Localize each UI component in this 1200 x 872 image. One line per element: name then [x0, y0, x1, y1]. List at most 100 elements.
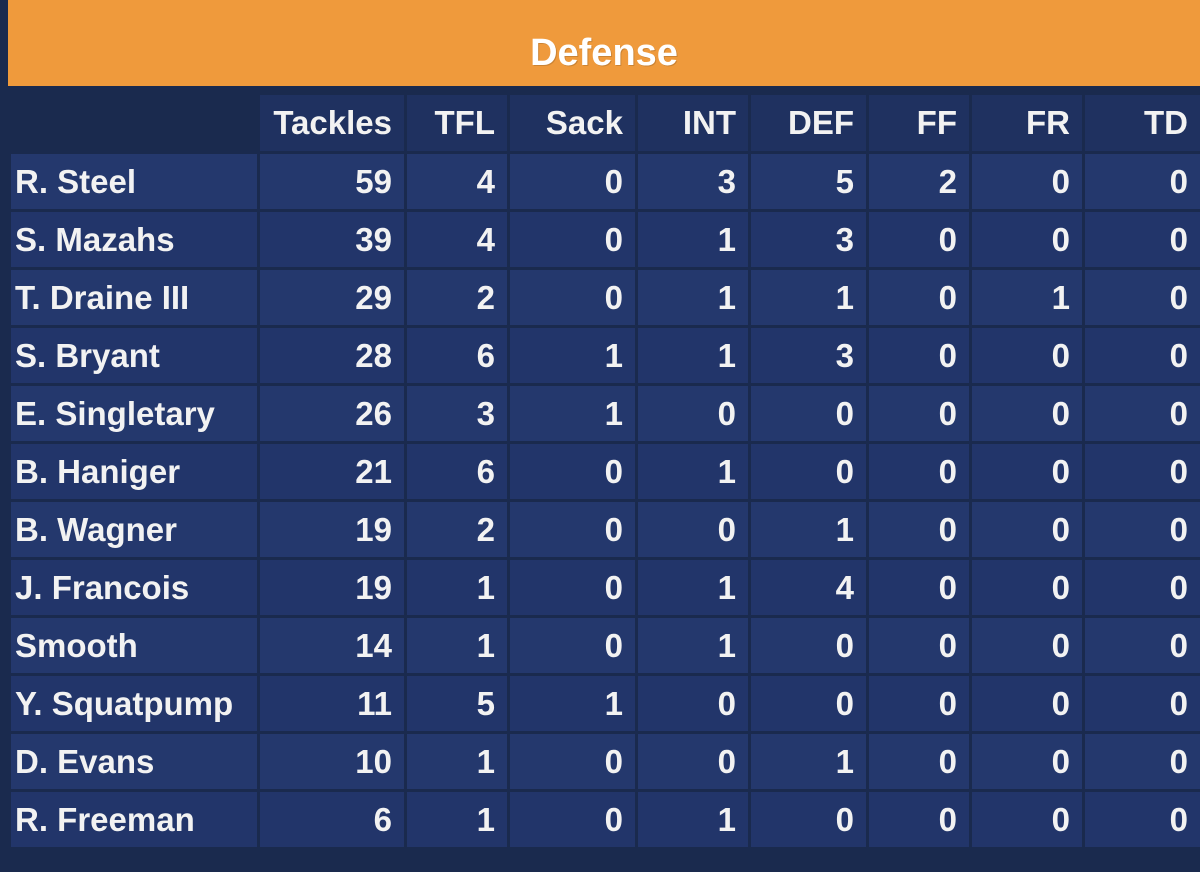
stat-cell-fr: 0 [972, 502, 1082, 557]
stat-cell-tfl: 6 [407, 444, 507, 499]
stat-cell-fr: 0 [972, 792, 1082, 847]
stat-cell-ff: 0 [869, 386, 969, 441]
player-name: B. Wagner [11, 502, 257, 557]
stat-cell-tackles: 14 [260, 618, 404, 673]
stat-cell-sack: 0 [510, 618, 635, 673]
stat-cell-int: 0 [638, 386, 748, 441]
stat-cell-sack: 0 [510, 734, 635, 789]
stat-cell-def: 1 [751, 734, 866, 789]
stat-cell-ff: 2 [869, 154, 969, 209]
player-name: R. Steel [11, 154, 257, 209]
stat-cell-def: 0 [751, 676, 866, 731]
stat-cell-sack: 0 [510, 270, 635, 325]
stat-cell-fr: 0 [972, 386, 1082, 441]
stat-cell-def: 0 [751, 618, 866, 673]
stat-cell-fr: 0 [972, 734, 1082, 789]
stat-cell-int: 0 [638, 502, 748, 557]
stat-cell-td: 0 [1085, 676, 1200, 731]
stat-cell-fr: 0 [972, 154, 1082, 209]
stat-cell-tackles: 19 [260, 560, 404, 615]
stat-cell-tackles: 59 [260, 154, 404, 209]
column-header-tfl: TFL [407, 95, 507, 151]
player-name: E. Singletary [11, 386, 257, 441]
stat-cell-fr: 0 [972, 444, 1082, 499]
stat-cell-int: 1 [638, 560, 748, 615]
stat-cell-def: 0 [751, 792, 866, 847]
stat-cell-fr: 0 [972, 328, 1082, 383]
stat-cell-fr: 0 [972, 676, 1082, 731]
table-row: Y. Squatpump 11 5 1 0 0 0 0 0 [11, 676, 1200, 731]
stat-cell-td: 0 [1085, 386, 1200, 441]
player-name: J. Francois [11, 560, 257, 615]
stat-cell-tfl: 4 [407, 154, 507, 209]
header-corner [11, 95, 257, 151]
stat-cell-td: 0 [1085, 154, 1200, 209]
stat-cell-tackles: 26 [260, 386, 404, 441]
header-row: Tackles TFL Sack INT DEF FF FR TD [11, 95, 1200, 151]
stat-cell-int: 0 [638, 734, 748, 789]
stat-cell-int: 1 [638, 212, 748, 267]
stat-cell-td: 0 [1085, 502, 1200, 557]
stat-cell-td: 0 [1085, 444, 1200, 499]
stat-cell-sack: 0 [510, 792, 635, 847]
table-row: E. Singletary 26 3 1 0 0 0 0 0 [11, 386, 1200, 441]
table-row: D. Evans 10 1 0 0 1 0 0 0 [11, 734, 1200, 789]
table-row: T. Draine III 29 2 0 1 1 0 1 0 [11, 270, 1200, 325]
stat-cell-sack: 0 [510, 154, 635, 209]
column-header-int: INT [638, 95, 748, 151]
stat-cell-tackles: 29 [260, 270, 404, 325]
title-bar: Defense [8, 0, 1200, 86]
table-row: S. Bryant 28 6 1 1 3 0 0 0 [11, 328, 1200, 383]
stat-cell-ff: 0 [869, 792, 969, 847]
stat-cell-sack: 0 [510, 444, 635, 499]
table-title: Defense [530, 31, 678, 74]
stat-cell-int: 1 [638, 792, 748, 847]
stat-cell-sack: 1 [510, 676, 635, 731]
stat-cell-fr: 0 [972, 618, 1082, 673]
column-header-tackles: Tackles [260, 95, 404, 151]
stat-cell-def: 3 [751, 212, 866, 267]
stat-cell-tackles: 21 [260, 444, 404, 499]
stat-cell-tfl: 2 [407, 502, 507, 557]
stat-cell-tfl: 1 [407, 792, 507, 847]
stat-cell-td: 0 [1085, 328, 1200, 383]
stat-cell-tackles: 6 [260, 792, 404, 847]
column-header-sack: Sack [510, 95, 635, 151]
table-row: Smooth 14 1 0 1 0 0 0 0 [11, 618, 1200, 673]
table-row: B. Haniger 21 6 0 1 0 0 0 0 [11, 444, 1200, 499]
table-row: R. Steel 59 4 0 3 5 2 0 0 [11, 154, 1200, 209]
stat-cell-def: 0 [751, 444, 866, 499]
stat-cell-tfl: 4 [407, 212, 507, 267]
stat-cell-fr: 1 [972, 270, 1082, 325]
player-name: S. Mazahs [11, 212, 257, 267]
stat-cell-tackles: 19 [260, 502, 404, 557]
stat-cell-int: 1 [638, 328, 748, 383]
stat-cell-ff: 0 [869, 502, 969, 557]
table-row: B. Wagner 19 2 0 0 1 0 0 0 [11, 502, 1200, 557]
stat-cell-def: 1 [751, 270, 866, 325]
stat-cell-int: 1 [638, 270, 748, 325]
column-header-td: TD [1085, 95, 1200, 151]
table-body: R. Steel 59 4 0 3 5 2 0 0 S. Mazahs 39 4 0 1 3 0 0 0 T. Dr… [11, 154, 1200, 847]
stat-cell-tackles: 10 [260, 734, 404, 789]
player-name: T. Draine III [11, 270, 257, 325]
player-name: Smooth [11, 618, 257, 673]
stat-cell-tackles: 39 [260, 212, 404, 267]
column-header-ff: FF [869, 95, 969, 151]
stat-cell-td: 0 [1085, 618, 1200, 673]
stat-cell-sack: 0 [510, 560, 635, 615]
stat-cell-td: 0 [1085, 734, 1200, 789]
stat-cell-def: 0 [751, 386, 866, 441]
stat-cell-int: 1 [638, 618, 748, 673]
stat-cell-def: 5 [751, 154, 866, 209]
stat-cell-ff: 0 [869, 212, 969, 267]
stat-cell-def: 3 [751, 328, 866, 383]
stat-cell-tfl: 1 [407, 618, 507, 673]
stat-cell-tackles: 28 [260, 328, 404, 383]
stat-cell-ff: 0 [869, 328, 969, 383]
stat-cell-tfl: 2 [407, 270, 507, 325]
player-name: Y. Squatpump [11, 676, 257, 731]
column-header-fr: FR [972, 95, 1082, 151]
table-row: J. Francois 19 1 0 1 4 0 0 0 [11, 560, 1200, 615]
